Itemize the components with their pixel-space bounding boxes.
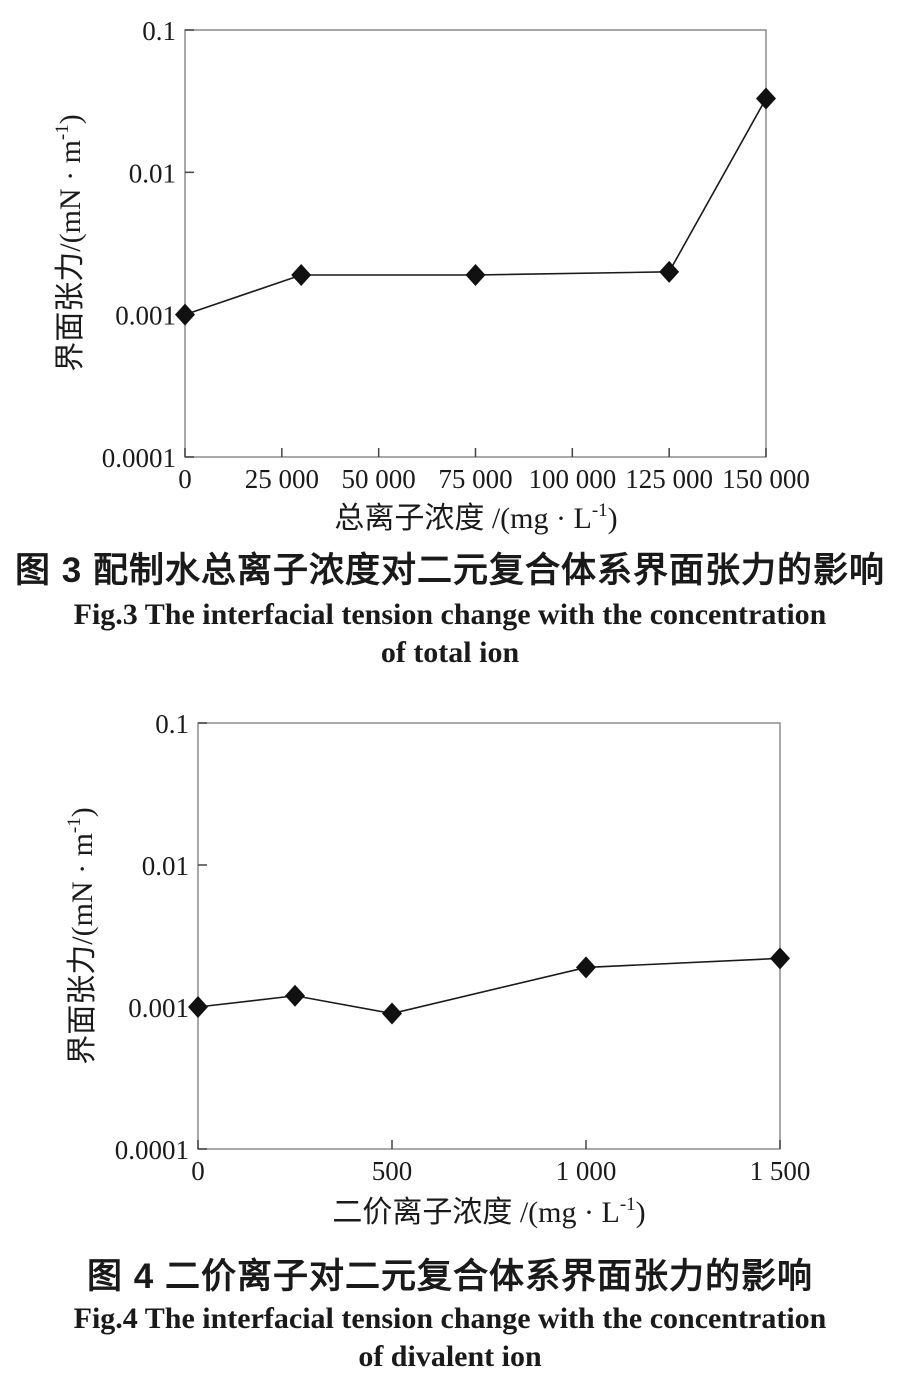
y-axis-title: 界面张力/(mN · m-1)	[64, 807, 99, 1064]
x-tick-label: 50 000	[342, 464, 416, 494]
data-point-marker	[576, 956, 596, 979]
data-point-marker	[291, 263, 312, 286]
figure3-chart: 0 25 000 50 000 75 000 100 000 125 000 150 000…	[52, 16, 810, 535]
y-tick-label: 0.0001	[115, 1135, 189, 1165]
figure-4: 0 500 1 000 1 500 0.1 0.01 0.001 0.0001 二价离子浓度 /…	[0, 690, 900, 1373]
x-tick-label: 100 000	[528, 464, 616, 494]
x-axis-title: 二价离子浓度 /(mg · L-1)	[332, 1194, 645, 1229]
data-point-marker	[659, 260, 680, 283]
data-point-marker	[756, 87, 776, 110]
data-point-marker	[188, 996, 208, 1018]
x-tick-label: 75 000	[438, 464, 512, 494]
y-tick-label: 0.1	[155, 709, 189, 739]
figure3-caption-en-line1: Fig.3 The interfacial tension change wit…	[73, 598, 827, 631]
data-point-marker	[382, 1002, 402, 1025]
figure3-caption-zh: 图 3 配制水总离子浓度对二元复合体系界面张力的影响	[15, 551, 885, 590]
y-tick-label: 0.01	[142, 851, 189, 881]
data-point-marker	[175, 303, 195, 326]
y-tick-label: 0.0001	[102, 443, 176, 473]
data-line	[197, 957, 781, 1015]
y-tick-label: 0.001	[128, 993, 189, 1023]
x-axis-title: 总离子浓度 /(mg · L-1)	[334, 500, 617, 535]
figure3-caption-en-line2: of total ion	[380, 636, 520, 669]
y-tick-label: 0.01	[129, 158, 176, 188]
plot-frame	[184, 29, 767, 458]
x-tick-label: 1 500	[750, 1156, 811, 1186]
y-tick-label: 0.1	[142, 16, 176, 46]
figure4-caption-zh: 图 4 二价离子对二元复合体系界面张力的影响	[87, 1257, 813, 1296]
figure4-caption-en-line2: of divalent ion	[358, 1340, 542, 1373]
data-point-marker	[770, 947, 790, 970]
x-tick-label: 500	[372, 1156, 413, 1186]
y-tick-label: 0.001	[115, 301, 176, 331]
figure4-chart: 0 500 1 000 1 500 0.1 0.01 0.001 0.0001 二价离子浓度 /…	[64, 709, 811, 1229]
data-point-marker	[465, 263, 486, 286]
x-tick-label: 150 000	[722, 464, 810, 494]
x-tick-label: 1 000	[556, 1156, 617, 1186]
data-point-marker	[285, 984, 305, 1007]
x-tick-label: 0	[178, 464, 192, 494]
x-tick-label: 0	[191, 1156, 205, 1186]
x-tick-label: 25 000	[245, 464, 319, 494]
y-axis-title: 界面张力/(mN · m-1)	[52, 114, 87, 371]
x-tick-label: 125 000	[625, 464, 713, 494]
figure-3: 0 25 000 50 000 75 000 100 000 125 000 150 000…	[0, 0, 900, 669]
plot-frame	[197, 722, 781, 1150]
figure4-caption-en-line1: Fig.4 The interfacial tension change wit…	[73, 1302, 827, 1335]
